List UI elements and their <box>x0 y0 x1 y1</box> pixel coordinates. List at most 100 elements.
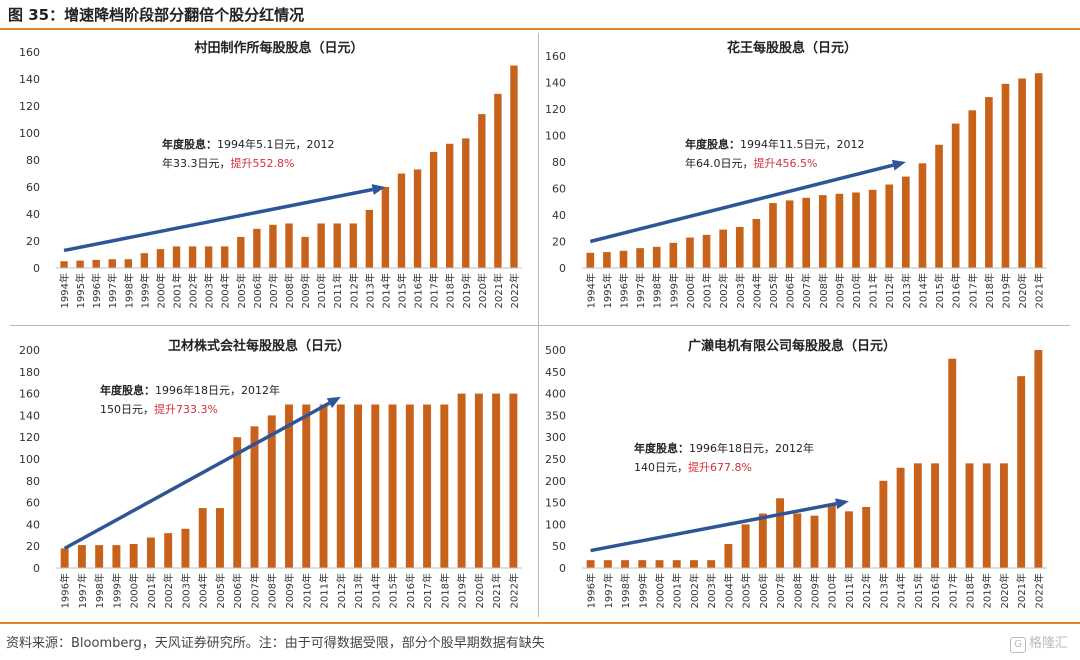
bar <box>124 259 133 268</box>
bar <box>250 426 259 568</box>
x-tick-label: 2017年 <box>946 573 959 608</box>
x-tick-label: 2015年 <box>395 273 408 308</box>
trend-arrow <box>63 184 386 253</box>
bar <box>188 246 197 268</box>
bar <box>619 250 628 268</box>
x-tick-label: 2009年 <box>299 273 312 308</box>
bar <box>707 560 716 568</box>
annotation-line-1: 年度股息：1996年18日元，2012年 <box>634 439 814 458</box>
x-tick-label: 1996年 <box>618 273 631 308</box>
header-rule <box>0 28 1080 30</box>
bar <box>172 246 181 268</box>
y-tick-label: 100 <box>19 453 40 466</box>
x-tick-label: 2021年 <box>490 573 503 608</box>
arrow-shaft <box>63 187 373 253</box>
y-tick-label: 350 <box>545 409 566 422</box>
y-tick-label: 100 <box>545 130 566 143</box>
x-tick-label: 2015年 <box>933 273 946 308</box>
x-tick-label: 1999年 <box>667 273 680 308</box>
y-tick-label: 50 <box>552 540 566 553</box>
dividend-annotation: 年度股息：1994年5.1日元，2012 年33.3日元，提升552.8% <box>162 135 334 173</box>
x-axis: 1996年 1997年 1998年 1999年 2000年 2001年 2002年 2003年… <box>582 567 1047 608</box>
annotation-text-1: 1994年11.5日元，2012 <box>740 138 865 151</box>
annotation-highlight: 提升733.3% <box>154 403 218 416</box>
annotation-text-2: 150日元， <box>100 403 154 416</box>
bar <box>285 404 293 568</box>
x-tick-label: 2000年 <box>128 573 141 608</box>
x-tick-label: 2003年 <box>203 273 216 308</box>
x-tick-label: 1995年 <box>601 273 614 308</box>
bar <box>902 176 910 268</box>
y-tick-label: 40 <box>26 208 40 221</box>
bar <box>985 97 993 268</box>
x-tick-label: 2004年 <box>219 273 232 308</box>
annotation-line-2: 150日元，提升733.3% <box>100 400 280 419</box>
y-tick-label: 40 <box>26 518 40 531</box>
bar <box>603 560 612 568</box>
bar <box>317 223 325 268</box>
bar <box>413 169 422 268</box>
bar <box>92 259 100 268</box>
y-tick-label: 140 <box>19 409 40 422</box>
bar <box>818 195 827 268</box>
bar <box>965 463 974 568</box>
bar <box>204 246 213 268</box>
y-tick-label: 120 <box>19 431 40 444</box>
bar <box>672 560 681 568</box>
chart-title: 卫材株式会社每股股息（日元） <box>168 338 350 354</box>
bar <box>603 252 611 268</box>
x-tick-label: 2012年 <box>347 273 360 308</box>
x-tick-label: 2012年 <box>860 573 873 608</box>
x-tick-label: 2011年 <box>867 273 880 308</box>
bar <box>868 189 877 268</box>
bar <box>1017 376 1026 568</box>
annotation-label: 年度股息： <box>100 384 155 397</box>
x-tick-label: 2002年 <box>187 273 200 308</box>
bar <box>951 123 960 268</box>
bar <box>95 545 104 568</box>
x-tick-label: 2014年 <box>916 273 929 308</box>
bar <box>457 393 466 568</box>
x-tick-label: 2018年 <box>438 573 451 608</box>
bar <box>509 393 518 568</box>
dividend-annotation: 年度股息：1994年11.5日元，2012 年64.0日元，提升456.5% <box>685 135 864 173</box>
x-tick-label: 2007年 <box>800 273 813 308</box>
x-tick-label: 2021年 <box>492 273 505 308</box>
x-tick-label: 2002年 <box>717 273 730 308</box>
bar <box>301 236 309 268</box>
trend-arrow <box>590 498 849 553</box>
x-tick-label: 2016年 <box>404 573 417 608</box>
x-tick-label: 2008年 <box>791 573 804 608</box>
chart-panel-hirose: 广濑电机有限公司每股股息（日元） 0 50 100 150 200 250 300 350 40… <box>542 332 1072 622</box>
y-tick-label: 500 <box>545 344 566 357</box>
x-axis: 1994年 1995年 1996年 1997年 1998年 1999年 2000年 2001年… <box>56 267 522 308</box>
bar <box>968 110 977 268</box>
bar <box>215 508 224 568</box>
x-tick-label: 2016年 <box>412 273 425 308</box>
x-tick-label: 1997年 <box>106 273 119 308</box>
bar <box>931 463 940 568</box>
x-tick-label: 1997年 <box>634 273 647 308</box>
bar-series <box>60 393 518 568</box>
bar <box>112 545 121 568</box>
x-tick-label: 2001年 <box>701 273 714 308</box>
logo-icon: G <box>1009 637 1026 653</box>
x-tick-label: 2006年 <box>784 273 797 308</box>
x-tick-label: 2006年 <box>231 573 244 608</box>
bar <box>896 467 905 568</box>
x-axis: 1994年 1995年 1996年 1997年 1998年 1999年 2000年 2001年… <box>582 267 1047 308</box>
bar <box>1001 83 1010 268</box>
x-tick-label: 1998年 <box>93 573 106 608</box>
bar <box>982 463 991 568</box>
y-axis: 0 20 40 60 80 100 120 140 160 <box>19 46 40 275</box>
bar <box>60 548 69 568</box>
bar <box>253 228 261 268</box>
x-tick-label: 1997年 <box>76 573 89 608</box>
x-tick-label: 2014年 <box>895 573 908 608</box>
bar <box>827 503 836 568</box>
y-tick-label: 0 <box>559 562 566 575</box>
x-tick-label: 2020年 <box>998 573 1011 608</box>
y-tick-label: 100 <box>545 518 566 531</box>
bar <box>758 513 767 568</box>
footer-rule <box>0 622 1080 624</box>
